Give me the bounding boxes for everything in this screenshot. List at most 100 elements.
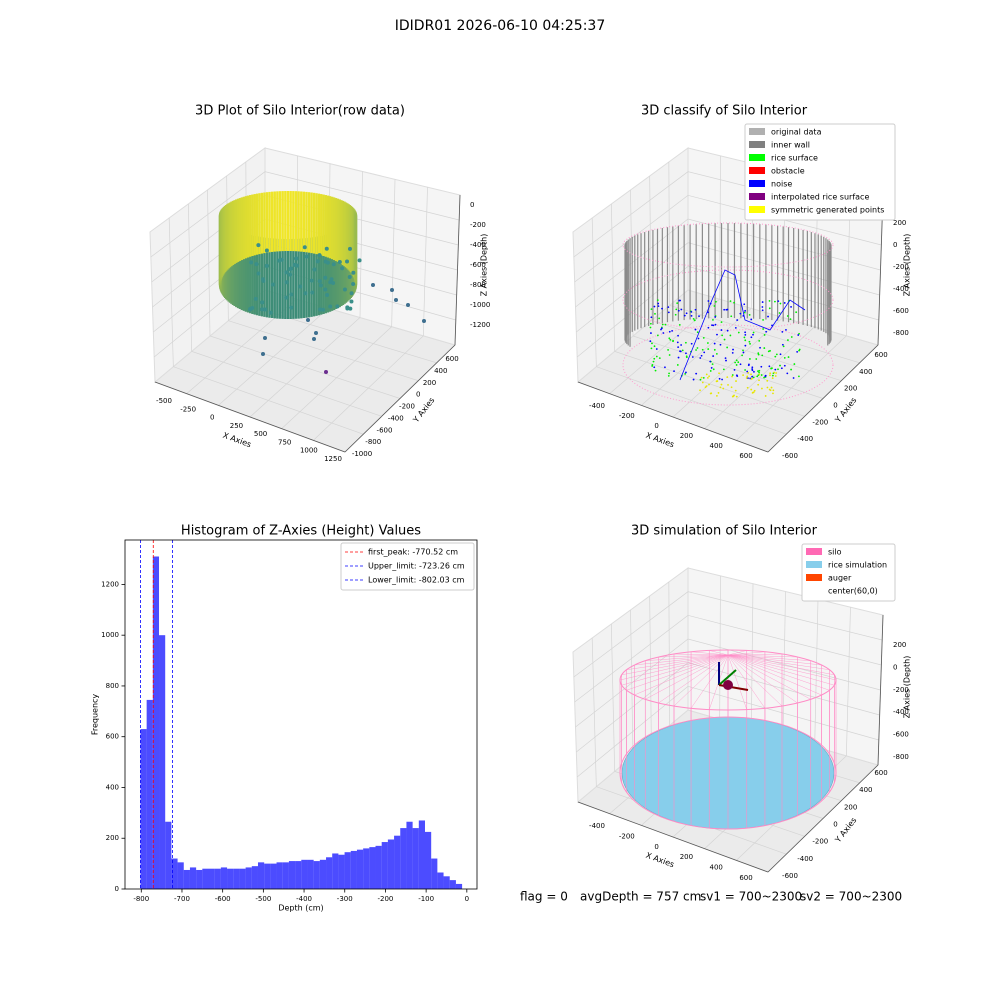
- decor-point: [658, 357, 661, 360]
- y-tick-label: 1200: [101, 580, 119, 588]
- decor-point: [284, 295, 289, 300]
- decor-point: [253, 296, 258, 301]
- decor-point: [650, 308, 653, 311]
- decor-point: [256, 271, 261, 276]
- decor-point: [783, 364, 786, 367]
- decor-point: [753, 389, 756, 392]
- hist-bar: [356, 849, 364, 889]
- decor-point: [763, 347, 766, 349]
- hist-bar: [245, 867, 252, 889]
- decor-point: [774, 300, 776, 303]
- decor-point: [685, 356, 688, 359]
- decor-point: [792, 377, 795, 379]
- decor-point: [702, 336, 705, 339]
- decor-point: [760, 374, 763, 376]
- legend-label: symmetric generated points: [771, 206, 884, 215]
- decor-point: [786, 315, 789, 317]
- decor-point: [761, 354, 764, 357]
- decor-point: [707, 348, 710, 350]
- decor-point: [736, 319, 739, 321]
- y-tick-label: 400: [859, 368, 872, 376]
- y-tick-label: 200: [106, 834, 119, 842]
- decor-point: [775, 353, 778, 356]
- decor-point: [712, 318, 714, 321]
- decor-point: [734, 389, 737, 392]
- decor-point: [761, 309, 764, 312]
- chart-title: 3D Plot of Silo Interior(row data): [195, 104, 405, 119]
- decor-point: [692, 378, 695, 381]
- decor-point: [789, 318, 792, 321]
- y-tick-label: -600: [782, 872, 798, 880]
- z-tick-label: -800: [893, 329, 909, 337]
- y-tick-label: 200: [423, 379, 436, 387]
- y-tick-label: 200: [844, 385, 857, 393]
- decor-point: [706, 376, 709, 379]
- decor-point: [759, 346, 761, 349]
- decor-point: [288, 267, 293, 272]
- decor-point: [750, 388, 753, 391]
- legend-swatch: [749, 154, 765, 161]
- x-tick-label: 500: [254, 430, 267, 438]
- decor-point: [790, 306, 792, 308]
- legend-swatch: [806, 561, 822, 568]
- decor-point: [654, 369, 657, 372]
- x-tick-label: 250: [230, 422, 243, 430]
- axis-line: [767, 764, 879, 873]
- decor-point: [755, 358, 758, 360]
- z-tick-label: 0: [893, 241, 897, 249]
- y-tick-label: 0: [115, 885, 119, 893]
- decor-point: [294, 256, 299, 261]
- decor-silo: [673, 653, 729, 656]
- x-tick-label: -500: [156, 397, 172, 405]
- decor-point: [763, 334, 766, 336]
- y-tick-label: 600: [874, 351, 887, 359]
- decor-point: [254, 262, 259, 267]
- hist-bar: [363, 848, 370, 889]
- hist-bar: [239, 868, 246, 889]
- x-tick-label: 750: [278, 438, 291, 446]
- decor-point: [668, 354, 671, 356]
- hist-bar: [257, 862, 265, 889]
- decor-point: [701, 348, 704, 351]
- legend-label: silo: [828, 548, 842, 557]
- decor-point: [750, 318, 753, 321]
- decor-point: [774, 355, 777, 358]
- decor-point: [718, 377, 721, 380]
- decor-point: [672, 340, 674, 343]
- hist-bar: [381, 842, 388, 889]
- x-tick-label: 200: [680, 432, 693, 440]
- hist-bar: [146, 699, 153, 889]
- status-sv1: sv1 = 700~2300: [700, 890, 802, 904]
- decor-point: [767, 350, 770, 353]
- axis-label: Z Axies (Depth): [903, 234, 912, 297]
- decor-point: [757, 353, 760, 356]
- decor-point: [779, 353, 782, 356]
- decor-point: [764, 375, 767, 378]
- decor-point: [777, 300, 780, 303]
- pane-grid: [668, 161, 860, 364]
- decor-point: [671, 329, 674, 332]
- y-tick-label: 1000: [101, 631, 119, 639]
- decor-point: [782, 345, 785, 348]
- decor-point: [758, 379, 760, 382]
- decor-point: [337, 259, 342, 264]
- decor-point: [750, 336, 753, 339]
- decor-point: [324, 246, 329, 251]
- decor-point: [250, 306, 255, 311]
- decor-point: [725, 359, 727, 362]
- decor-point: [345, 259, 350, 264]
- decor-point: [741, 354, 744, 357]
- decor-point: [653, 357, 656, 360]
- decor-silo: [727, 654, 783, 707]
- decor-point: [746, 386, 749, 389]
- decor-point: [713, 342, 716, 345]
- decor-point: [751, 366, 754, 369]
- hist-bar: [332, 853, 339, 889]
- decor-point: [700, 354, 703, 357]
- hist-bar: [319, 859, 327, 889]
- x-tick-label: 600: [739, 452, 752, 460]
- decor-point: [306, 318, 310, 322]
- y-tick-label: 0: [833, 402, 837, 410]
- hist-bar: [295, 861, 302, 889]
- decor-point: [787, 339, 789, 341]
